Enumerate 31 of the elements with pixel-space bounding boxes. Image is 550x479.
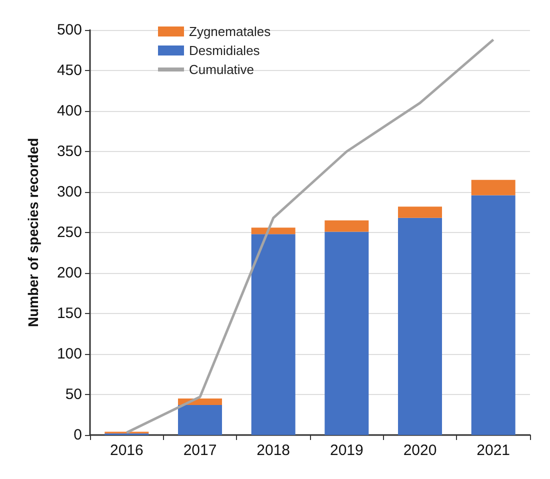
bar xyxy=(324,220,369,232)
y-axis-title: Number of species recorded xyxy=(25,138,41,328)
bar xyxy=(471,195,516,435)
bar xyxy=(251,234,296,435)
x-tick-label: 2020 xyxy=(403,442,437,459)
legend-label: Zygnematales xyxy=(189,24,272,39)
y-tick-label: 150 xyxy=(56,305,82,322)
x-tick-label: 2018 xyxy=(256,442,290,459)
y-tick-label: 250 xyxy=(56,224,82,241)
y-tick-label: 450 xyxy=(56,62,82,79)
x-tick-label: 2021 xyxy=(476,442,510,459)
line-series xyxy=(125,38,495,434)
legend-label: Cumulative xyxy=(189,62,254,77)
bar xyxy=(178,405,222,435)
x-tick-label: 2017 xyxy=(183,442,217,459)
x-tick-label: 2016 xyxy=(110,442,144,459)
x-tick-label: 2019 xyxy=(330,442,364,459)
bar xyxy=(471,180,516,196)
bar xyxy=(398,218,442,435)
bar xyxy=(398,206,442,218)
y-tick-label: 0 xyxy=(74,426,82,444)
y-tick-label: 200 xyxy=(56,264,82,282)
y-tick-label: 350 xyxy=(56,143,82,160)
y-tick-label: 300 xyxy=(56,184,82,200)
bar xyxy=(251,228,296,234)
y-tick-label: 400 xyxy=(56,102,82,120)
bar xyxy=(324,232,369,435)
y-tick-label: 100 xyxy=(56,346,82,362)
y-tick-label: 50 xyxy=(65,386,82,403)
legend-label: Desmidiales xyxy=(189,43,260,58)
y-tick-label: 500 xyxy=(56,22,82,38)
